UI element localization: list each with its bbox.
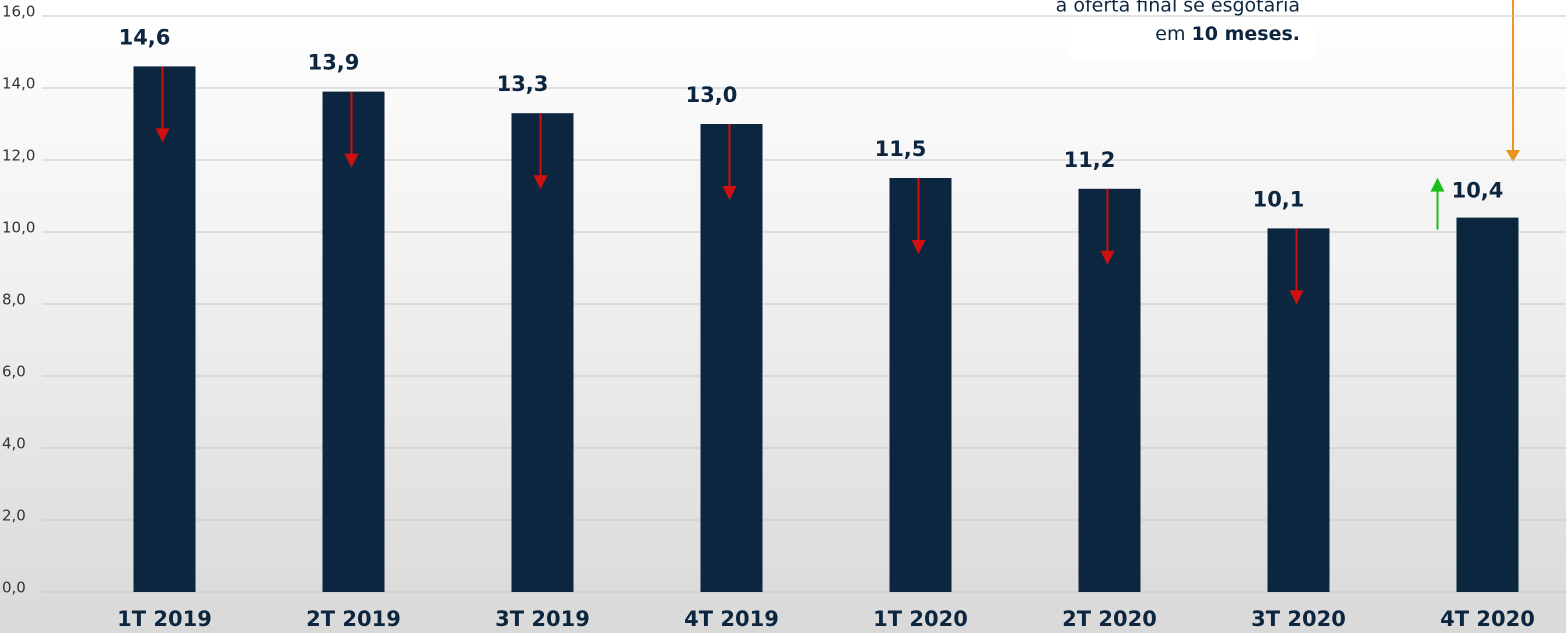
bar bbox=[1078, 188, 1141, 593]
bar bbox=[700, 124, 763, 592]
annotation-line: em 10 meses. bbox=[1155, 23, 1300, 45]
bar bbox=[1267, 228, 1330, 592]
value-label: 10,4 bbox=[1452, 179, 1504, 203]
y-tick-label: 4,0 bbox=[2, 435, 26, 453]
y-tick-label: 14,0 bbox=[2, 75, 35, 93]
value-label: 13,3 bbox=[497, 72, 549, 96]
value-label: 13,0 bbox=[686, 83, 738, 107]
bar bbox=[511, 113, 574, 592]
x-tick-label: 3T 2019 bbox=[495, 607, 590, 631]
y-tick-label: 0,0 bbox=[2, 579, 26, 597]
x-tick-label: 1T 2019 bbox=[117, 607, 212, 631]
y-tick-label: 12,0 bbox=[2, 147, 35, 165]
value-label: 11,5 bbox=[875, 137, 927, 161]
trend-arrowhead bbox=[722, 186, 737, 200]
x-tick-label: 4T 2019 bbox=[684, 607, 779, 631]
x-tick-label: 3T 2020 bbox=[1251, 607, 1346, 631]
value-label: 14,6 bbox=[119, 25, 171, 49]
trend-arrowhead bbox=[911, 240, 926, 254]
trend-arrowhead bbox=[344, 153, 359, 168]
annotation-bold: 10 meses. bbox=[1192, 23, 1300, 45]
x-tick-label: 1T 2020 bbox=[873, 607, 968, 631]
trend-arrowhead bbox=[1430, 177, 1445, 192]
x-tick-label: 2T 2019 bbox=[306, 607, 401, 631]
y-tick-label: 6,0 bbox=[2, 363, 26, 381]
trend-arrowhead bbox=[533, 175, 548, 190]
trend-arrowhead bbox=[1289, 290, 1304, 305]
annotation-line: a oferta final se esgotaria bbox=[1056, 0, 1300, 17]
x-tick-label: 2T 2020 bbox=[1062, 607, 1157, 631]
bar bbox=[133, 66, 196, 592]
annotation-text: em bbox=[1155, 23, 1185, 45]
y-tick-label: 10,0 bbox=[2, 219, 35, 237]
bar bbox=[1456, 217, 1519, 592]
value-label: 10,1 bbox=[1253, 187, 1305, 211]
y-tick-label: 8,0 bbox=[2, 291, 26, 309]
value-label: 11,2 bbox=[1064, 148, 1116, 172]
value-label: 13,9 bbox=[308, 51, 360, 75]
bar bbox=[322, 91, 385, 592]
x-tick-label: 4T 2020 bbox=[1440, 607, 1535, 631]
annotation-arrowhead bbox=[1506, 150, 1520, 162]
trend-arrowhead bbox=[1100, 250, 1115, 265]
y-tick-label: 2,0 bbox=[2, 507, 26, 525]
trend-arrowhead bbox=[155, 128, 170, 143]
y-tick-label: 16,0 bbox=[2, 3, 35, 21]
annotation-box bbox=[1070, 0, 1315, 58]
